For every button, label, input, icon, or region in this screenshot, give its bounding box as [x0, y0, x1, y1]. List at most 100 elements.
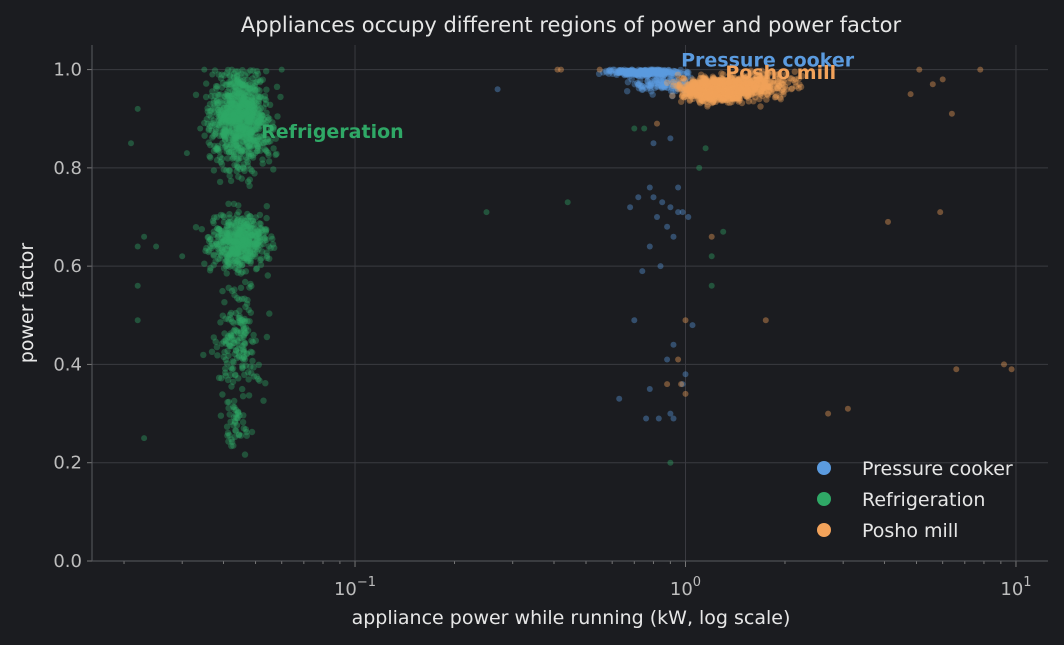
data-point [231, 133, 238, 140]
data-point [244, 162, 251, 169]
data-point [248, 113, 255, 120]
data-point [226, 105, 234, 113]
data-point [235, 140, 242, 147]
data-point [225, 136, 233, 144]
data-point [224, 399, 231, 406]
data-point [259, 112, 266, 119]
data-point [237, 106, 244, 113]
data-point [263, 109, 270, 117]
data-point [230, 129, 237, 136]
data-point [248, 152, 255, 160]
data-point [228, 125, 236, 132]
data-point [208, 348, 216, 355]
data-point [225, 113, 232, 121]
data-point [259, 134, 267, 142]
data-point [241, 123, 248, 130]
data-point [237, 165, 244, 173]
data-point [240, 101, 248, 108]
data-point [247, 93, 255, 101]
data-point [226, 112, 234, 120]
data-point [743, 92, 750, 100]
data-point [223, 104, 230, 112]
data-point [657, 263, 664, 270]
data-point [238, 122, 245, 129]
data-point [235, 133, 243, 140]
data-point [229, 105, 237, 113]
data-point [238, 89, 245, 96]
data-point [208, 92, 215, 100]
data-point [235, 86, 242, 94]
data-point [265, 158, 273, 165]
data-point [223, 142, 230, 149]
data-point [226, 85, 233, 92]
data-point [183, 150, 190, 157]
data-point [230, 137, 237, 144]
data-point [240, 91, 247, 99]
data-point [260, 104, 267, 111]
data-point [214, 147, 222, 154]
data-point [237, 92, 244, 100]
data-point [232, 104, 240, 112]
data-point [233, 354, 241, 362]
data-point [214, 100, 221, 107]
data-point [608, 67, 615, 75]
data-point [229, 130, 236, 137]
legend-marker [817, 461, 831, 475]
data-point [222, 111, 229, 119]
data-point [242, 125, 249, 133]
data-point [228, 92, 236, 99]
data-point [226, 97, 233, 104]
data-point [249, 79, 256, 87]
data-point [208, 107, 215, 114]
data-point [885, 218, 891, 225]
data-point [248, 108, 255, 116]
data-point [227, 119, 234, 126]
data-point [214, 121, 221, 128]
data-point [255, 93, 263, 101]
data-point [239, 81, 246, 88]
data-point [241, 114, 248, 122]
data-point [231, 136, 238, 143]
data-point [216, 178, 224, 186]
data-point [654, 120, 660, 127]
data-point [233, 115, 240, 123]
data-point [231, 111, 238, 118]
data-point [235, 130, 242, 137]
data-point [237, 284, 245, 291]
y-tick-label: 0.8 [53, 158, 82, 179]
data-point [222, 372, 229, 379]
data-point [257, 122, 264, 130]
data-point [250, 133, 257, 140]
data-point [214, 83, 221, 90]
data-point [708, 282, 715, 289]
data-point [231, 161, 238, 169]
data-point [257, 94, 264, 101]
data-point [237, 113, 244, 121]
data-point [239, 118, 247, 126]
data-point [260, 240, 267, 248]
data-point [245, 150, 252, 157]
data-point [241, 356, 249, 363]
data-point [247, 129, 254, 136]
data-point [237, 96, 245, 104]
data-point [1008, 366, 1015, 373]
data-point [237, 85, 244, 92]
data-point [233, 238, 240, 245]
data-point [249, 109, 257, 117]
data-point [257, 111, 265, 118]
data-point [235, 103, 242, 110]
data-point [235, 134, 242, 142]
data-point [248, 132, 255, 139]
y-tick-label: 1.0 [53, 60, 82, 81]
data-point [213, 126, 220, 133]
data-point [695, 84, 702, 91]
data-point [234, 108, 241, 116]
data-point [235, 173, 242, 180]
data-point [246, 176, 253, 183]
data-point [226, 126, 233, 134]
data-point [251, 126, 258, 134]
data-point [230, 116, 238, 123]
data-point [235, 208, 242, 216]
data-point [223, 116, 230, 123]
data-point [232, 411, 240, 418]
